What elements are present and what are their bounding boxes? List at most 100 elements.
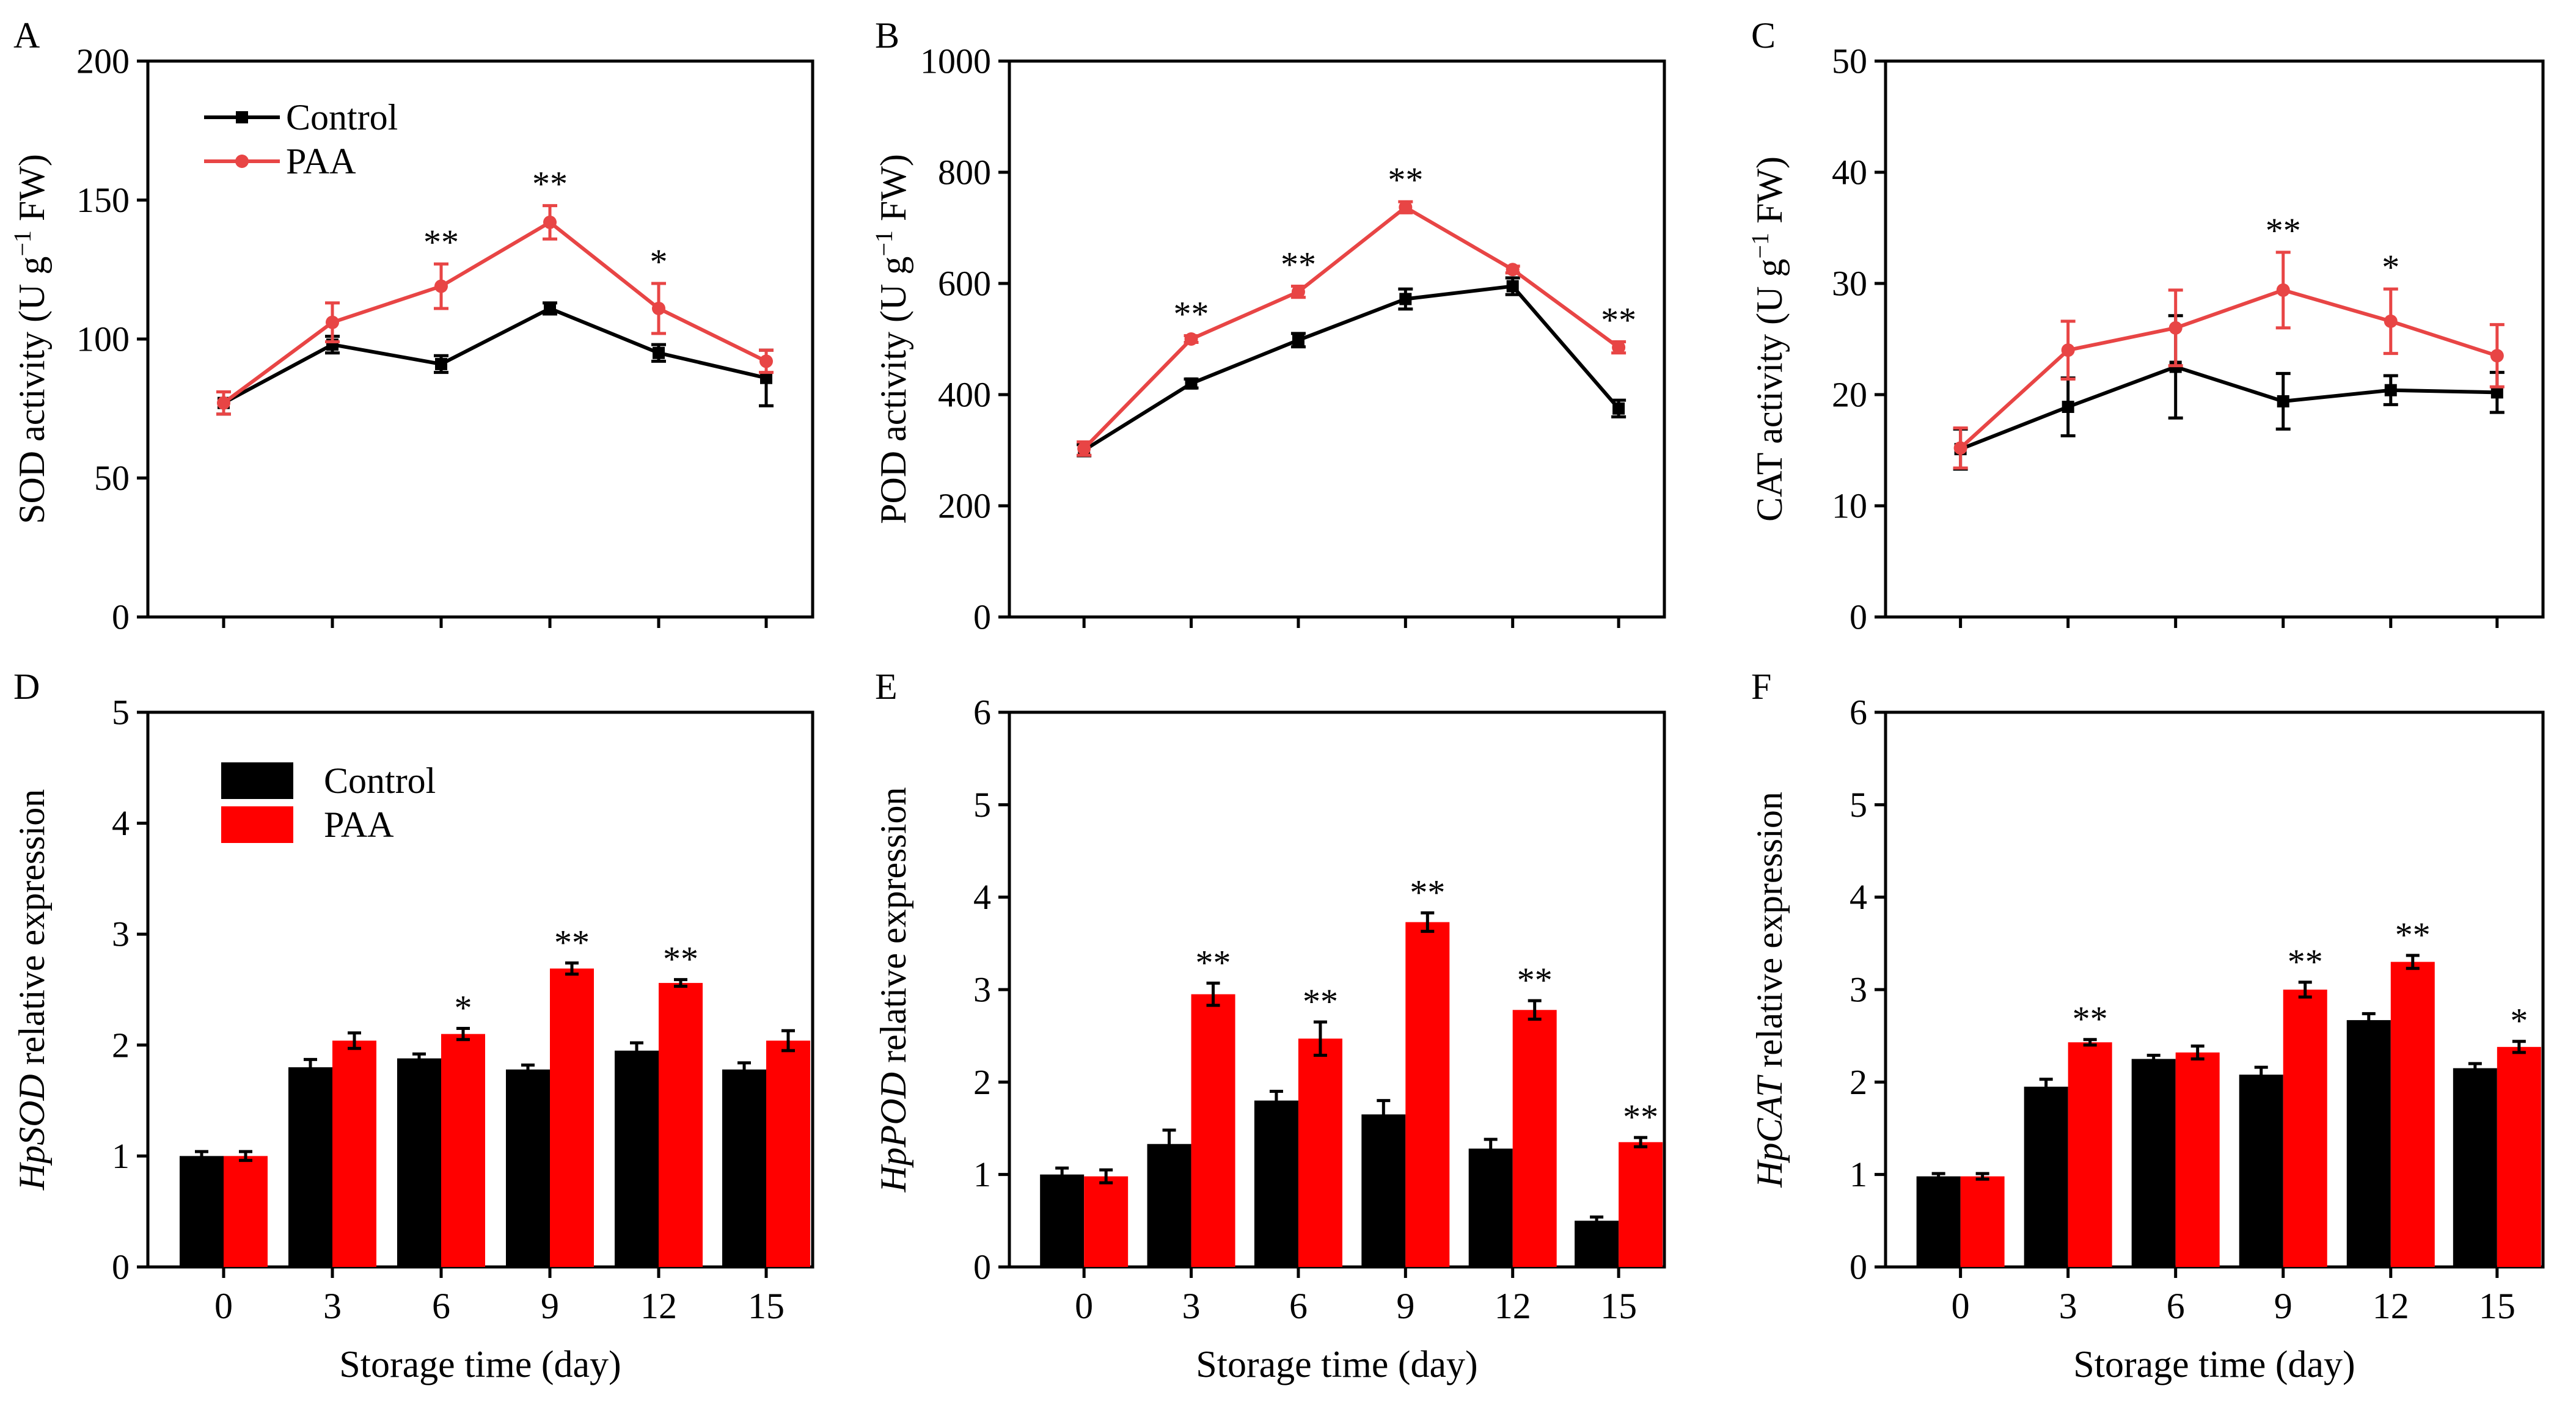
- y-tick-label: 400: [938, 375, 991, 415]
- significance-mark: *: [2382, 247, 2399, 287]
- data-point: [2490, 386, 2503, 399]
- y-axis-label-text-end: FW): [1749, 156, 1790, 233]
- bar: [224, 1156, 268, 1267]
- y-tick-label: 800: [938, 153, 991, 192]
- y-tick-label: 5: [1850, 785, 1867, 825]
- y-tick-label: 0: [112, 1247, 130, 1287]
- y-axis-label: HpCAT relative expression: [1749, 792, 1790, 1188]
- y-axis-label-text-end: FW): [12, 154, 52, 230]
- significance-mark: **: [1388, 160, 1423, 200]
- bar: [1147, 1144, 1191, 1267]
- y-tick-label: 0: [1850, 597, 1867, 637]
- significance-mark: **: [2288, 942, 2323, 982]
- y-tick-label: 4: [112, 803, 130, 843]
- bar: [1619, 1142, 1663, 1267]
- data-point: [652, 301, 665, 315]
- significance-mark: **: [1281, 245, 1316, 285]
- bar: [550, 968, 594, 1267]
- panel-label: B: [875, 15, 899, 56]
- significance-mark: *: [650, 242, 668, 282]
- y-tick-label: 6: [1850, 693, 1867, 732]
- y-axis-label-text: relative expression: [1749, 792, 1790, 1077]
- significance-mark: **: [2395, 915, 2431, 955]
- y-axis-label-text: POD activity (U g: [873, 257, 913, 524]
- data-point: [435, 357, 447, 370]
- y-axis-label-gene: HpSOD: [12, 1074, 52, 1191]
- bar: [2453, 1068, 2497, 1267]
- significance-mark: **: [1174, 294, 1209, 334]
- y-tick-label: 2: [973, 1062, 991, 1102]
- significance-mark: **: [554, 922, 590, 962]
- legend-label: Control: [324, 761, 436, 801]
- bar: [288, 1067, 332, 1267]
- y-tick-label: 0: [973, 1247, 991, 1287]
- y-axis-label-sup: −1: [870, 230, 898, 257]
- x-tick-label: 12: [2373, 1286, 2409, 1326]
- y-tick-label: 5: [973, 785, 991, 825]
- series-line: [1959, 365, 2497, 451]
- bar: [2068, 1042, 2112, 1267]
- y-tick-label: 30: [1832, 264, 1867, 304]
- data-point: [1612, 340, 1626, 354]
- x-tick-label: 9: [1396, 1286, 1414, 1326]
- data-point: [2384, 384, 2397, 396]
- y-tick-label: 1: [1850, 1155, 1867, 1194]
- data-point: [2168, 321, 2183, 335]
- y-tick-label: 0: [1850, 1247, 1867, 1287]
- y-axis-label-text-end: FW): [873, 154, 913, 230]
- y-tick-label: 6: [973, 693, 991, 732]
- x-axis-label: Storage time (day): [339, 1344, 621, 1385]
- y-axis-label-gene: HpCAT: [1749, 1075, 1790, 1188]
- bar: [1254, 1100, 1298, 1267]
- series-line: [222, 220, 767, 405]
- data-point: [1399, 293, 1412, 305]
- x-tick-label: 9: [2274, 1286, 2292, 1326]
- y-tick-label: 1: [973, 1155, 991, 1194]
- bar: [506, 1069, 550, 1267]
- bar: [441, 1034, 485, 1267]
- data-point: [1184, 332, 1198, 346]
- significance-mark: **: [532, 164, 568, 204]
- y-axis-label: POD activity (U g−1 FW): [870, 154, 913, 524]
- x-tick-label: 12: [640, 1286, 677, 1326]
- significance-mark: **: [423, 222, 459, 262]
- data-point: [1292, 334, 1304, 346]
- x-tick-label: 3: [2059, 1286, 2077, 1326]
- panel-label: D: [13, 666, 40, 707]
- bar: [1575, 1221, 1619, 1267]
- x-tick-label: 15: [748, 1286, 785, 1326]
- y-axis-label: CAT activity (U g−1 FW): [1746, 156, 1790, 522]
- y-tick-label: 150: [76, 180, 130, 220]
- x-tick-label: 9: [541, 1286, 559, 1326]
- bar: [2390, 962, 2435, 1267]
- legend-marker: [236, 111, 248, 123]
- bar: [1512, 1010, 1557, 1267]
- y-axis-label-gene: HpPOD: [873, 1072, 913, 1193]
- legend-swatch: [221, 762, 293, 799]
- x-tick-label: 15: [1600, 1286, 1637, 1326]
- significance-mark: **: [1517, 960, 1553, 1000]
- bar: [2346, 1020, 2391, 1267]
- y-tick-label: 200: [76, 42, 130, 81]
- data-point: [1506, 280, 1519, 293]
- data-point: [1953, 441, 1967, 455]
- y-tick-label: 100: [76, 319, 130, 359]
- series-paa: [1077, 200, 1626, 457]
- panel-b: B 0 200 400 600 800 1000 POD activity (U g−1 FW…: [870, 15, 1666, 637]
- bar: [1298, 1038, 1342, 1267]
- bar: [1191, 994, 1235, 1267]
- y-tick-label: 2: [1850, 1062, 1867, 1102]
- data-point: [2277, 395, 2289, 407]
- series-line: [1959, 288, 2498, 450]
- bar: [2024, 1086, 2068, 1267]
- x-axis-label: Storage time (day): [2073, 1344, 2355, 1385]
- data-point: [760, 371, 772, 384]
- legend-label: PAA: [286, 141, 356, 181]
- x-tick-label: 3: [323, 1286, 342, 1326]
- y-tick-label: 40: [1832, 153, 1867, 192]
